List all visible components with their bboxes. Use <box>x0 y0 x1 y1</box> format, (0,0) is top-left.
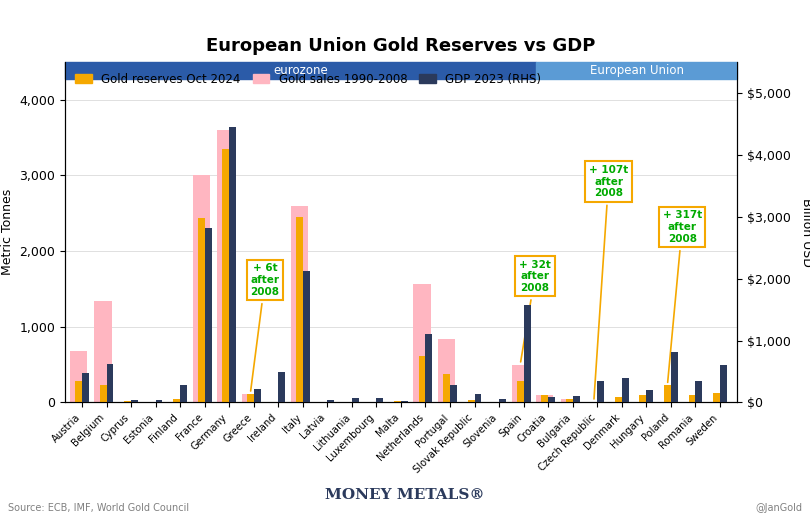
Bar <box>696 381 702 402</box>
Bar <box>573 396 580 402</box>
Bar <box>401 401 407 402</box>
Text: @JanGold: @JanGold <box>755 504 802 513</box>
Bar <box>100 385 106 402</box>
Bar <box>646 390 653 402</box>
Bar <box>303 270 309 402</box>
Bar <box>193 175 210 402</box>
Bar <box>438 339 455 402</box>
Bar <box>566 399 573 402</box>
Bar <box>413 284 431 402</box>
Text: + 107t
after
2008: + 107t after 2008 <box>589 165 628 399</box>
Bar <box>291 206 308 402</box>
Bar <box>241 394 259 402</box>
Bar <box>271 401 279 402</box>
Bar <box>561 399 578 402</box>
Bar <box>622 378 629 402</box>
Bar <box>450 385 457 402</box>
Text: + 32t
after
2008: + 32t after 2008 <box>519 260 551 362</box>
Bar <box>536 62 737 78</box>
Bar <box>180 385 187 402</box>
Bar <box>512 365 529 402</box>
Bar <box>279 372 285 402</box>
Bar <box>124 401 131 402</box>
Bar <box>198 218 205 402</box>
Bar <box>713 393 720 402</box>
Bar <box>541 395 548 402</box>
Bar <box>95 301 112 402</box>
Legend: Gold reserves Oct 2024, Gold sales 1990-2008, GDP 2023 (RHS): Gold reserves Oct 2024, Gold sales 1990-… <box>70 68 546 90</box>
Bar <box>548 397 555 402</box>
Bar <box>65 62 536 78</box>
Bar <box>615 397 622 402</box>
Bar <box>149 401 156 402</box>
Bar <box>394 401 401 402</box>
Bar <box>671 352 678 402</box>
Text: MONEY METALS®: MONEY METALS® <box>325 488 485 503</box>
Bar <box>173 399 180 402</box>
Bar <box>222 149 229 402</box>
Bar <box>523 304 531 402</box>
Bar <box>217 130 234 402</box>
Bar <box>499 399 506 402</box>
Bar <box>597 381 604 402</box>
Bar <box>517 381 523 402</box>
Bar <box>475 394 481 402</box>
Bar <box>536 395 553 402</box>
Bar <box>229 127 236 402</box>
Bar <box>425 334 433 402</box>
Bar <box>377 397 383 402</box>
Bar <box>70 351 87 402</box>
Bar <box>467 400 475 402</box>
Bar <box>254 389 261 402</box>
Bar <box>75 381 82 402</box>
Bar <box>443 374 450 402</box>
Bar <box>205 228 211 402</box>
Bar <box>247 394 254 402</box>
Bar <box>639 395 646 402</box>
Y-axis label: Billion USD: Billion USD <box>800 198 810 267</box>
Text: + 6t
after
2008: + 6t after 2008 <box>250 263 279 391</box>
Bar <box>296 217 303 402</box>
Text: Source: ECB, IMF, World Gold Council: Source: ECB, IMF, World Gold Council <box>8 504 190 513</box>
Y-axis label: Metric Tonnes: Metric Tonnes <box>1 189 14 276</box>
Bar <box>327 400 335 402</box>
Text: European Union: European Union <box>590 64 684 77</box>
Text: eurozone: eurozone <box>273 64 328 77</box>
Bar <box>419 356 425 402</box>
Bar <box>82 374 89 402</box>
Bar <box>106 364 113 402</box>
Bar <box>352 398 359 402</box>
Title: European Union Gold Reserves vs GDP: European Union Gold Reserves vs GDP <box>207 37 595 55</box>
Bar <box>156 400 163 402</box>
Bar <box>720 365 727 402</box>
Bar <box>688 395 696 402</box>
Bar <box>131 400 138 402</box>
Text: + 317t
after
2008: + 317t after 2008 <box>663 211 701 382</box>
Bar <box>664 385 671 402</box>
